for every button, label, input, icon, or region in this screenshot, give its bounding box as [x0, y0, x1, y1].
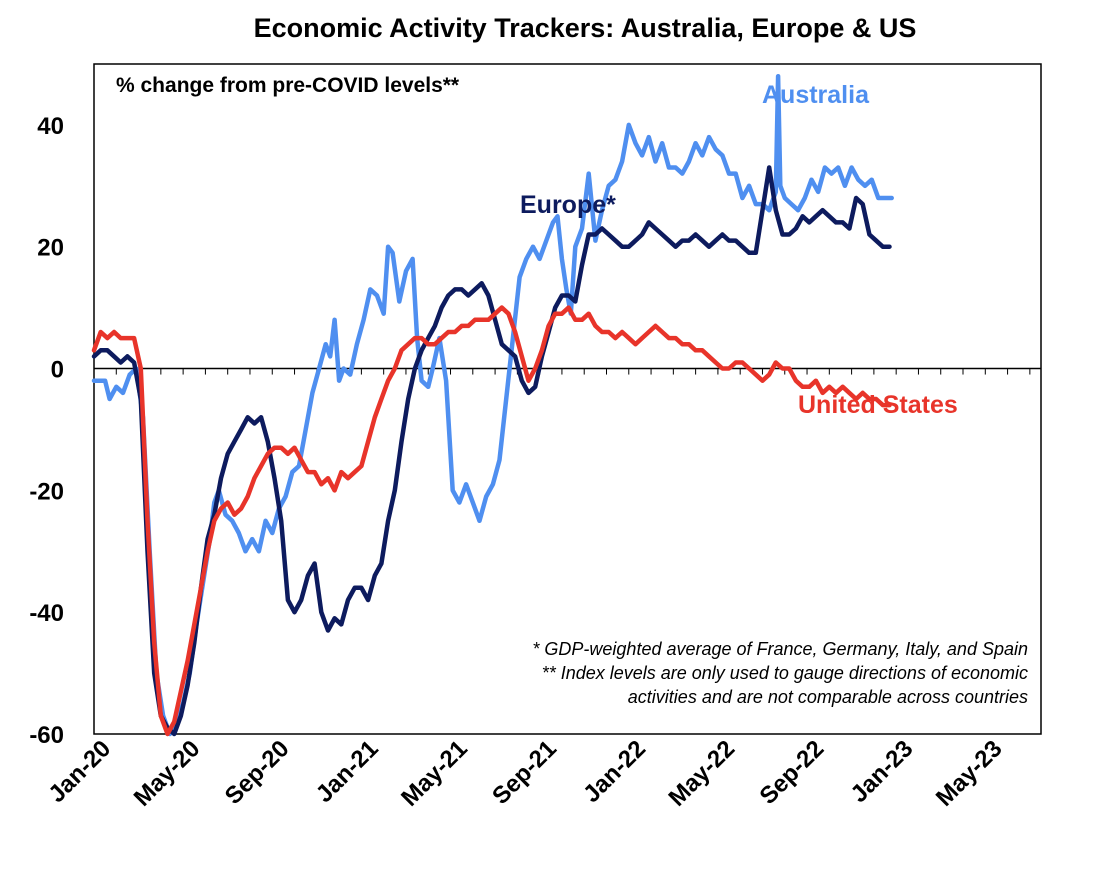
y-tick-label: 40 [37, 113, 64, 140]
footnote-index-1: ** Index levels are only used to gauge d… [542, 663, 1028, 683]
plot-area-frame [93, 63, 1042, 735]
chart-title: Economic Activity Trackers: Australia, E… [254, 13, 917, 43]
y-tick-label: -40 [29, 600, 64, 627]
x-tick-label: Sep-21 [487, 735, 562, 810]
x-axis: Jan-20 May-20 Sep-20 Jan-21 May-21 Sep-21 Jan-… [43, 735, 1007, 812]
x-tick-label: Jan-22 [578, 735, 651, 808]
series-line-us [91, 305, 892, 737]
x-tick-label: Sep-20 [220, 735, 295, 810]
x-tick-label: May-22 [664, 735, 741, 812]
y-tick-label: 0 [51, 357, 64, 384]
y-tick-label: -60 [29, 722, 64, 749]
x-tick-label: Sep-22 [755, 735, 830, 810]
x-tick-label: Jan-23 [846, 735, 919, 808]
series-label-united-states: United States [798, 391, 958, 419]
y-axis: 40 20 0 -20 -40 -60 [29, 113, 64, 749]
x-tick-label: May-23 [931, 735, 1008, 812]
series-label-europe: Europe* [520, 191, 616, 219]
y-tick-label: 20 [37, 235, 64, 262]
y-axis-label: % change from pre-COVID levels** [116, 74, 460, 97]
footnote-index-2: activities and are not comparable across… [628, 687, 1028, 707]
series-lines [91, 73, 894, 737]
footnote-europe: * GDP-weighted average of France, German… [532, 639, 1028, 659]
x-tick-label: May-21 [396, 735, 473, 812]
x-tick-label: May-20 [129, 735, 206, 812]
x-tick-label: Jan-21 [311, 735, 384, 808]
series-line-europe [91, 165, 892, 737]
y-tick-label: -20 [29, 478, 64, 505]
zero-baseline-ticks [115, 368, 1031, 375]
series-label-australia: Australia [762, 81, 870, 109]
